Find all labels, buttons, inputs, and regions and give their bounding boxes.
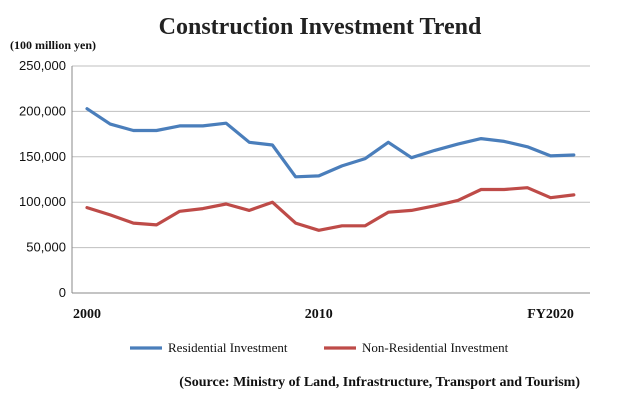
series-line (85, 186, 576, 232)
y-tick-label: 200,000 (19, 103, 66, 118)
y-tick-label: 50,000 (26, 240, 66, 255)
legend-label: Residential Investment (168, 340, 288, 355)
y-tick-label: 250,000 (19, 58, 66, 73)
series-line (85, 107, 576, 179)
y-axis-unit-label: (100 million yen) (10, 38, 96, 52)
x-tick-label: 2000 (73, 307, 101, 322)
legend-label: Non-Residential Investment (362, 340, 509, 355)
x-tick-label: 2010 (305, 307, 333, 322)
source-note: (Source: Ministry of Land, Infrastructur… (179, 375, 580, 390)
x-tick-label: FY2020 (527, 307, 574, 322)
y-tick-label: 150,000 (19, 149, 66, 164)
y-tick-label: 0 (59, 285, 66, 300)
y-tick-label: 100,000 (19, 194, 66, 209)
chart-title: Construction Investment Trend (158, 14, 482, 40)
